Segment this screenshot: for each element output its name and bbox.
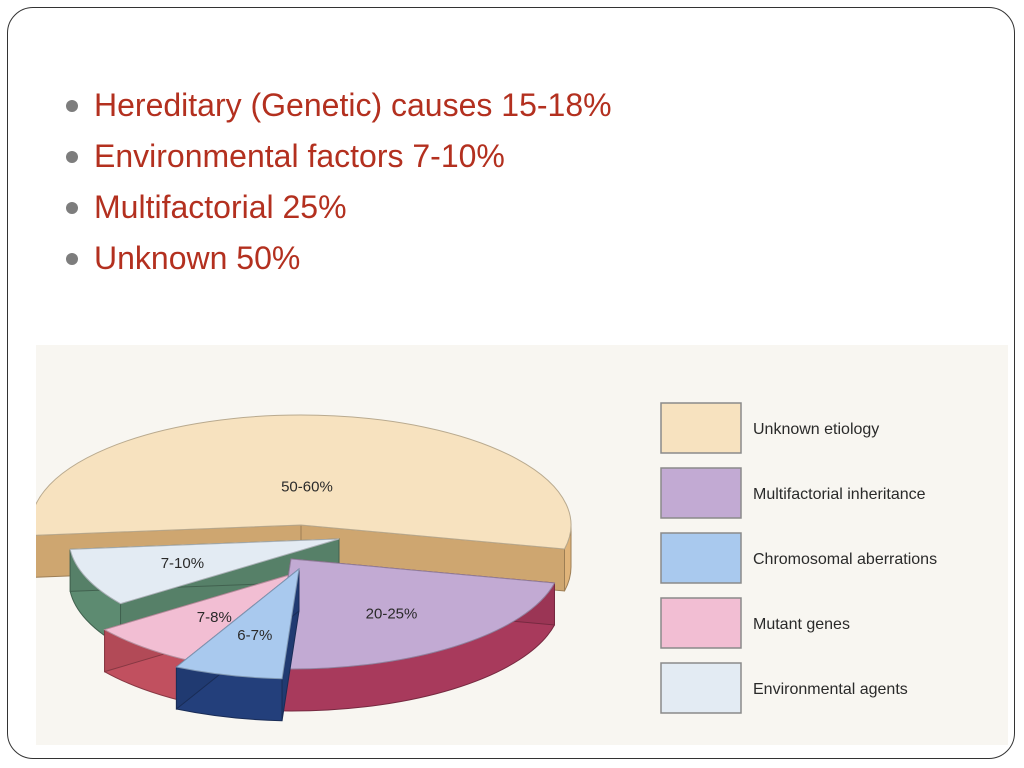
legend-label: Multifactorial inheritance — [753, 486, 926, 503]
legend-swatch — [660, 467, 742, 519]
bullet-list: Hereditary (Genetic) causes 15-18% Envir… — [66, 80, 612, 284]
bullet-item-unknown: Unknown 50% — [66, 233, 612, 284]
bullet-text: Unknown 50% — [94, 240, 301, 276]
pie-slice-chromosomal-aberrations: 6-7% — [175, 567, 300, 722]
bullet-dot-icon — [66, 150, 78, 163]
legend-item-mutant-genes: Mutant genes — [660, 597, 850, 649]
slice-value-label: 7-8% — [197, 609, 232, 626]
legend-item-unknown-etiology: Unknown etiology — [660, 402, 879, 454]
bullet-text: Hereditary (Genetic) causes 15-18% — [94, 87, 612, 123]
pie-layer: 50-60% 7-10% 7-8% 20-25% 6-7% — [36, 414, 572, 722]
slice-top — [273, 558, 556, 670]
bullet-item-hereditary: Hereditary (Genetic) causes 15-18% — [66, 80, 612, 131]
slice-value-label: 20-25% — [366, 606, 418, 623]
slice-top — [175, 567, 300, 680]
slice-value-label: 50-60% — [281, 479, 333, 496]
legend-item-chromosomal-aberrations: Chromosomal aberrations — [660, 532, 937, 584]
legend-item-environmental-agents: Environmental agents — [660, 662, 908, 714]
bullet-item-multifactorial: Multifactorial 25% — [66, 182, 612, 233]
slice-top — [36, 414, 572, 550]
legend-item-multifactorial-inheritance: Multifactorial inheritance — [660, 467, 926, 519]
legend-swatch — [660, 662, 742, 714]
pie-chart-figure: 50-60% 7-10% 7-8% 20-25% 6-7% Unknown etiolo… — [36, 345, 1008, 745]
legend-label: Chromosomal aberrations — [753, 551, 937, 568]
slice-value-label: 7-10% — [161, 555, 204, 572]
legend-swatch — [660, 597, 742, 649]
bullet-dot-icon — [66, 201, 78, 214]
bullet-text: Multifactorial 25% — [94, 189, 347, 225]
legend-label: Unknown etiology — [753, 421, 879, 438]
bullet-dot-icon — [66, 99, 78, 112]
legend-label: Mutant genes — [753, 616, 850, 633]
legend-swatch — [660, 532, 742, 584]
slice-top — [69, 538, 340, 605]
legend-label: Environmental agents — [753, 681, 908, 698]
legend-swatch — [660, 402, 742, 454]
bullet-text: Environmental factors 7-10% — [94, 138, 505, 174]
bullet-item-environmental: Environmental factors 7-10% — [66, 131, 612, 182]
legend: Unknown etiology Multifactorial inheritan… — [660, 402, 937, 714]
slice-value-label: 6-7% — [237, 627, 272, 644]
bullet-dot-icon — [66, 252, 78, 265]
